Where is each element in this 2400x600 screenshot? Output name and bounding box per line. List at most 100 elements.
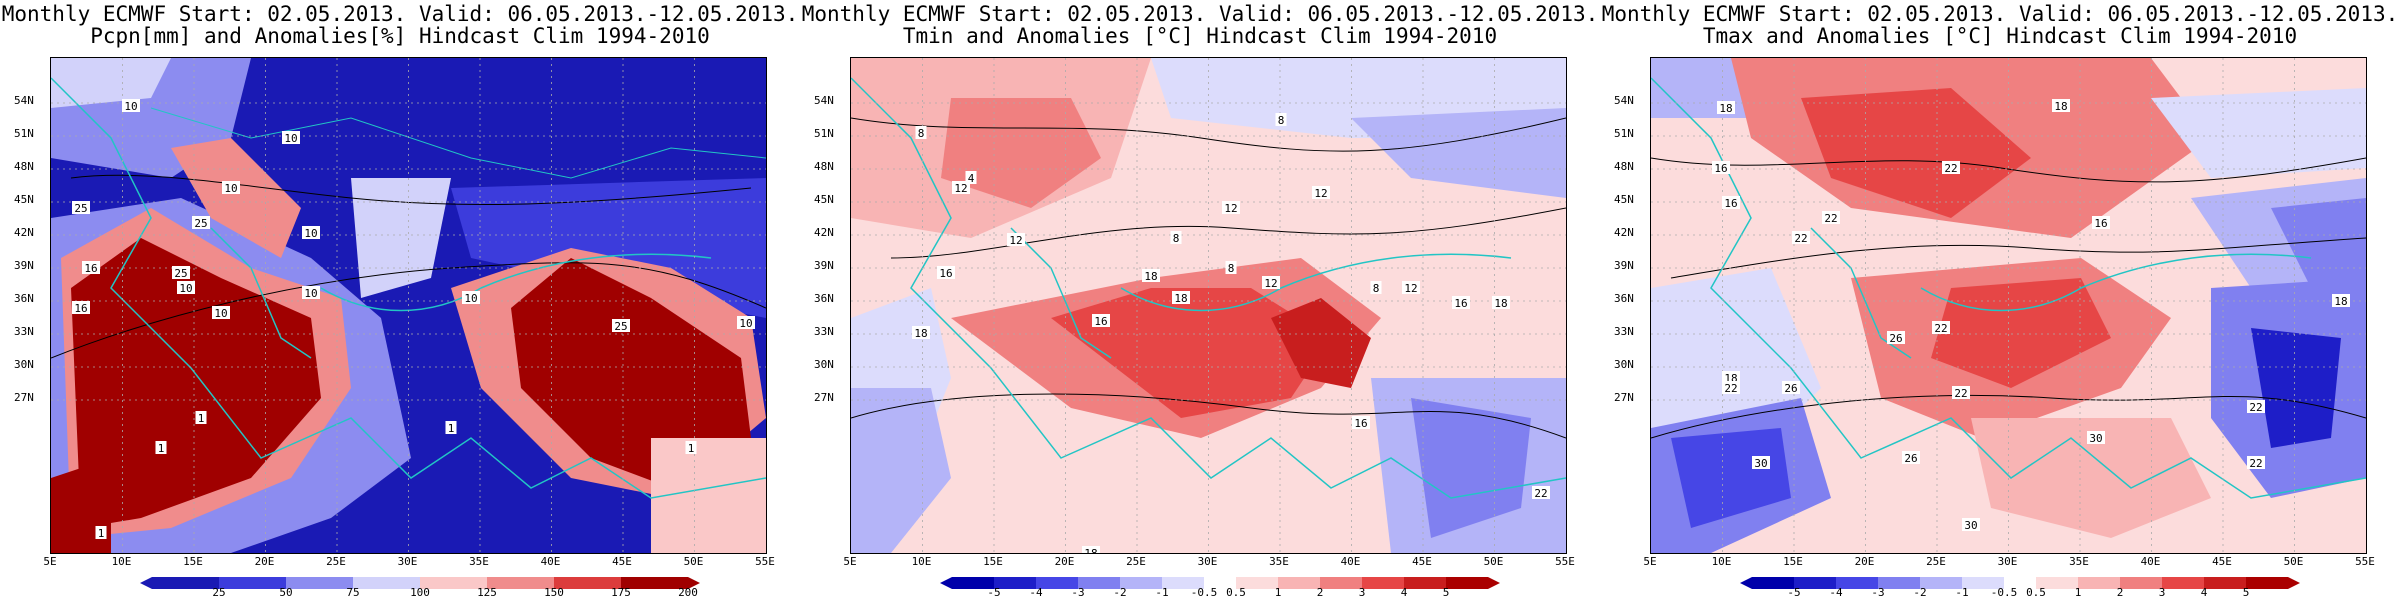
lat-label: 54N [814, 94, 834, 107]
svg-text:16: 16 [1724, 197, 1737, 210]
contour-label: 22 [1792, 231, 1810, 245]
contour-label: 22 [2247, 456, 2265, 470]
contour-label: 26 [1782, 381, 1800, 395]
svg-text:18: 18 [1719, 102, 1732, 115]
contour-label: 16 [72, 301, 90, 315]
panel-title-line2: Tmin and Anomalies [°C] Hindcast Clim 19… [902, 24, 1498, 48]
svg-text:18: 18 [1494, 297, 1507, 310]
svg-text:16: 16 [1454, 297, 1467, 310]
contour-label: 12 [1312, 186, 1330, 200]
colorbar-label: 4 [2200, 586, 2208, 599]
colorbar-label: -0.5 [1190, 586, 1218, 599]
panel-title-line1: Monthly ECMWF Start: 02.05.2013. Valid: … [1, 2, 799, 26]
lat-label: 45N [14, 193, 34, 206]
contour-label: 18 [1172, 291, 1190, 305]
svg-text:8: 8 [1373, 282, 1380, 295]
lat-label: 30N [814, 358, 834, 371]
svg-text:12: 12 [1224, 202, 1237, 215]
svg-text:22: 22 [1954, 387, 1967, 400]
lat-label: 39N [1614, 259, 1634, 272]
lon-label: 55E [2355, 555, 2375, 568]
precip-map: 10 10 10 25 25 10 16 25 10 10 16 10 1 1 1 10 25 10 1 1 [50, 57, 767, 554]
svg-text:4: 4 [968, 172, 975, 185]
colorbar-label: 3 [2158, 586, 2166, 599]
svg-text:8: 8 [1173, 232, 1180, 245]
svg-text:1: 1 [98, 527, 105, 540]
lon-label: 25E [1926, 555, 1946, 568]
svg-text:10: 10 [304, 227, 317, 240]
colorbar-label: 4 [1400, 586, 1408, 599]
svg-text:10: 10 [179, 282, 192, 295]
lat-label: 39N [814, 259, 834, 272]
contour-label: 22 [1932, 321, 1950, 335]
lat-label: 42N [14, 226, 34, 239]
contour-label: 16 [1452, 296, 1470, 310]
lat-label: 42N [1614, 226, 1634, 239]
svg-text:22: 22 [1934, 322, 1947, 335]
svg-text:22: 22 [1824, 212, 1837, 225]
lon-label: 40E [1340, 555, 1361, 568]
lon-label: 40E [2140, 555, 2161, 568]
svg-text:12: 12 [954, 182, 967, 195]
svg-text:25: 25 [194, 217, 207, 230]
precip-panel: Monthly ECMWF Start: 02.05.2013. Valid: … [0, 0, 800, 600]
colorbar-label: -2 [1913, 586, 1927, 599]
contour-label: 12 [952, 181, 970, 195]
colorbar-label: 5 [1442, 586, 1450, 599]
lon-label: 50E [683, 555, 704, 568]
lat-label: 30N [1614, 358, 1634, 371]
contour-label: 18 [1142, 269, 1160, 283]
lon-label: 15E [1783, 555, 1803, 568]
contour-label: 8 [915, 126, 927, 140]
contour-label: 22 [1942, 161, 1960, 175]
svg-text:12: 12 [1314, 187, 1327, 200]
lon-label: 50E [1483, 555, 1504, 568]
lat-label: 54N [1614, 94, 1634, 107]
lat-label: 54N [14, 94, 34, 107]
colorbar-label: 100 [410, 586, 430, 599]
lat-label: 33N [14, 325, 34, 338]
svg-text:22: 22 [1534, 487, 1547, 500]
contour-label: 1 [95, 526, 107, 540]
svg-text:22: 22 [1794, 232, 1807, 245]
lon-label: 10E [911, 555, 932, 568]
colorbar-label: -1 [1955, 586, 1969, 599]
lon-label: 5E [1643, 555, 1657, 568]
svg-text:1: 1 [158, 442, 165, 455]
lon-label: 35E [1269, 555, 1289, 568]
svg-text:12: 12 [1009, 234, 1022, 247]
svg-text:30: 30 [1964, 519, 1977, 532]
lon-label: 30E [1997, 555, 2018, 568]
lat-label: 36N [814, 292, 834, 305]
lat-label: 36N [14, 292, 34, 305]
svg-text:18: 18 [914, 327, 927, 340]
contour-label: 18 [2332, 294, 2350, 308]
tmin-map: 88412812121812161812812161816221816188 [850, 57, 1567, 554]
lat-label: 48N [814, 160, 834, 173]
lon-label: 30E [397, 555, 418, 568]
svg-text:16: 16 [74, 302, 87, 315]
svg-text:10: 10 [739, 317, 752, 330]
colorbar-label: 125 [477, 586, 497, 599]
lon-label: 10E [1711, 555, 1732, 568]
contour-label: 25 [192, 216, 210, 230]
lon-label: 20E [1054, 555, 1075, 568]
lon-label: 5E [843, 555, 857, 568]
svg-text:22: 22 [1724, 382, 1737, 395]
panel-title-line1: Monthly ECMWF Start: 02.05.2013. Valid: … [801, 2, 1599, 26]
colorbar-label: 0.5 [2026, 586, 2046, 599]
contour-label: 1 [685, 441, 697, 455]
colorbar-label: 2 [2116, 586, 2124, 599]
contour-label: 18 [1717, 101, 1735, 115]
lon-label: 45E [2212, 555, 2232, 568]
lat-label: 42N [814, 226, 834, 239]
lon-label: 5E [43, 555, 57, 568]
contour-label: 16 [2092, 216, 2110, 230]
tmax-map: 18 18 16 22 16 22 22 16 22 26 18 22 26 30 22 26 30 22 30 18… [1650, 57, 2367, 554]
contour-label: 12 [1007, 233, 1025, 247]
contour-label: 8 [1370, 281, 1382, 295]
svg-text:22: 22 [2249, 401, 2262, 414]
lat-label: 30N [14, 358, 34, 371]
lat-label: 45N [814, 193, 834, 206]
contour-label: 10 [282, 131, 300, 145]
